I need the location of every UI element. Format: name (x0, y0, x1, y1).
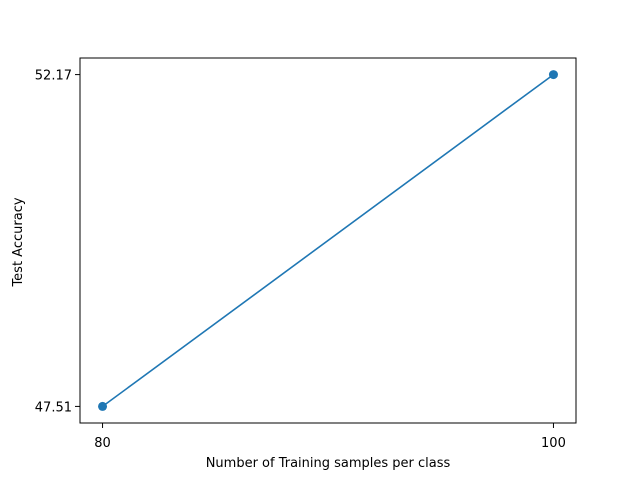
series-line (102, 73, 554, 408)
y-axis-label: Test Accuracy (11, 197, 26, 287)
y-axis-ticks: 47.51 52.17 (35, 69, 80, 415)
x-tick-label: 80 (94, 436, 111, 451)
y-tick-label: 52.17 (35, 69, 72, 84)
data-point-0 (98, 401, 108, 411)
data-point-1 (548, 70, 558, 80)
x-axis-ticks: 80 100 (94, 423, 566, 451)
y-tick-label: 47.51 (35, 400, 72, 415)
x-axis-label: Number of Training samples per class (206, 456, 451, 471)
plot-frame (79, 57, 577, 424)
x-tick-label: 100 (541, 436, 566, 451)
data-points (98, 70, 558, 411)
